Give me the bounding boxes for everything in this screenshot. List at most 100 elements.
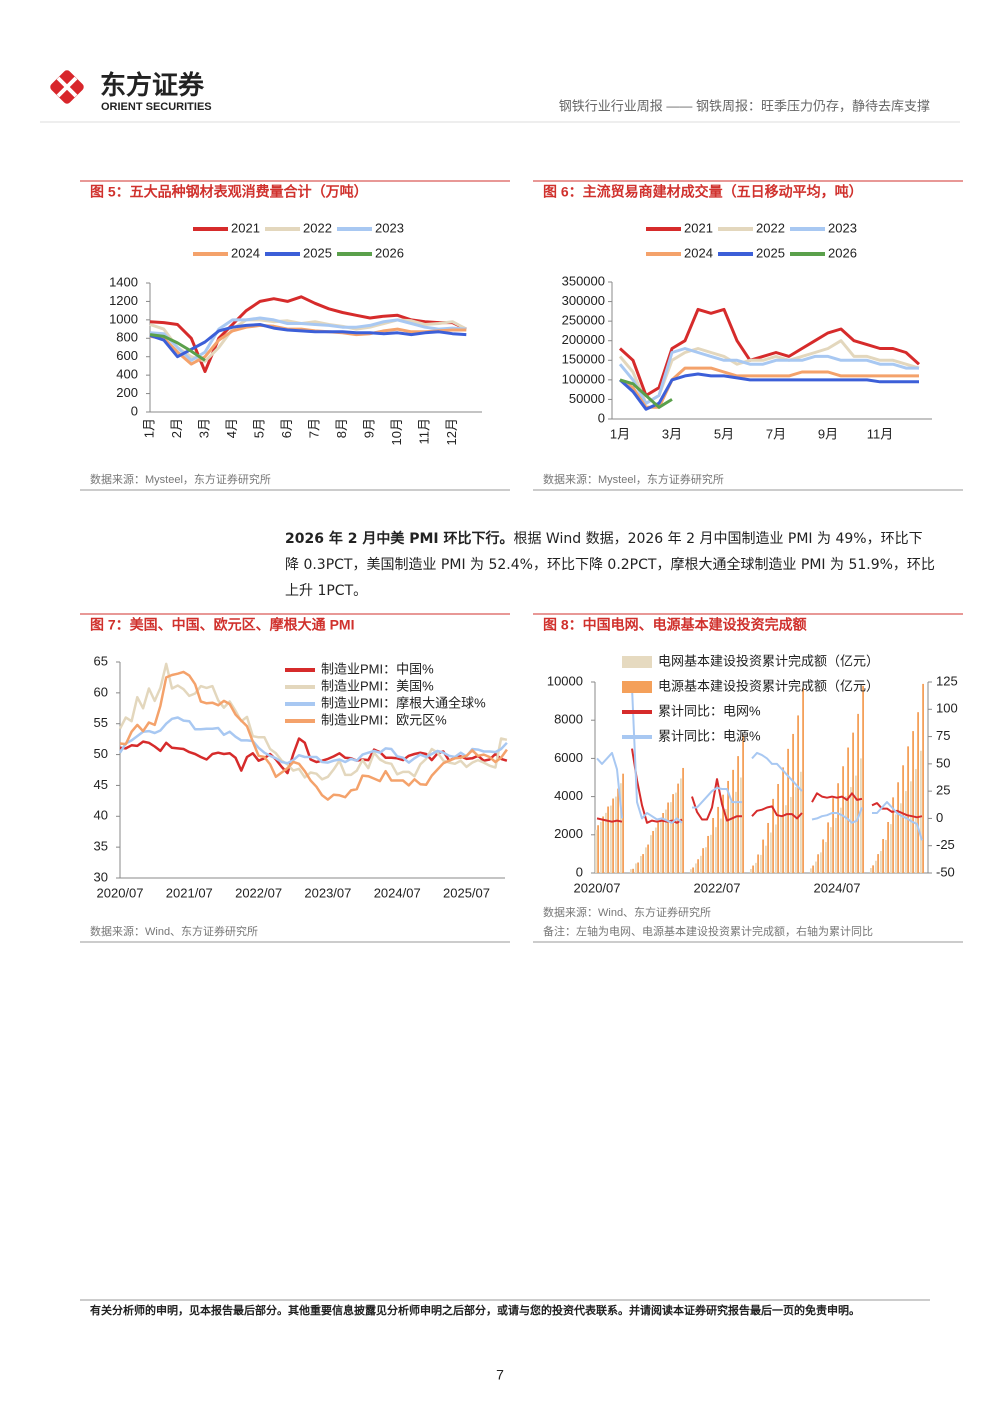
- y-tick-label: 50000: [569, 391, 605, 406]
- bar: [817, 854, 819, 873]
- chart-title: 图 7：美国、中国、欧元区、摩根大通 PMI: [90, 617, 354, 633]
- bar: [617, 788, 619, 873]
- y-tick-label: 65: [94, 653, 108, 668]
- legend-label: 2024: [684, 245, 713, 260]
- x-tick-label: 3月: [662, 426, 682, 441]
- bar: [595, 829, 597, 873]
- series-line: [619, 378, 673, 409]
- x-tick-label: 2023/07: [304, 885, 351, 900]
- bar: [907, 746, 909, 873]
- bar: [630, 869, 632, 873]
- bar: [875, 860, 877, 873]
- bar: [645, 847, 647, 873]
- bar: [705, 847, 707, 873]
- series-line: [618, 339, 920, 405]
- chart-title: 图 6：主流贸易商建材成交量（五日移动平均，吨）: [543, 184, 863, 200]
- legend-label: 2022: [303, 220, 332, 235]
- bar: [762, 839, 764, 873]
- bar: [715, 827, 717, 873]
- y-tick-label: 0: [598, 410, 605, 425]
- bar: [860, 758, 862, 873]
- bar: [612, 798, 614, 873]
- bar: [692, 867, 694, 873]
- bar: [695, 863, 697, 873]
- bar: [917, 712, 919, 873]
- legend-label: 2022: [756, 220, 785, 235]
- bar: [872, 865, 874, 873]
- bar: [737, 756, 739, 873]
- x-tick-label: 11月: [867, 426, 894, 441]
- bar: [810, 868, 812, 873]
- footer-disclaimer: 有关分析师的申明，见本报告最后部分。其他重要信息披露见分析师申明之后部分，或请与…: [90, 1303, 860, 1317]
- x-tick-label: 2024/07: [814, 880, 861, 895]
- x-tick-label: 2024/07: [374, 885, 421, 900]
- chart-title: 图 8：中国电网、电源基本建设投资完成额: [543, 617, 807, 633]
- legend-label: 2023: [375, 220, 404, 235]
- y-tick-label: 1000: [109, 311, 138, 326]
- x-tick-label: 5月: [714, 426, 734, 441]
- legend-label: 2026: [375, 245, 404, 260]
- series-line: [596, 687, 923, 841]
- y-tick-label: 35: [94, 839, 108, 854]
- legend-label: 制造业PMI：摩根大通全球%: [321, 695, 486, 710]
- x-tick-label: 9月: [361, 418, 376, 438]
- bar: [777, 783, 779, 873]
- chart: 图 8：中国电网、电源基本建设投资完成额数据来源：Wind、东方证券研究所备注：…: [533, 613, 963, 943]
- bar: [622, 773, 624, 873]
- y-tick-label: 8000: [554, 712, 583, 727]
- bar: [690, 869, 692, 873]
- series-line: [149, 323, 467, 359]
- legend-label: 2021: [231, 220, 260, 235]
- y2-tick-label: 75: [936, 728, 950, 743]
- x-tick-label: 1月: [141, 418, 156, 438]
- bar: [647, 844, 649, 873]
- x-tick-label: 2025/07: [443, 885, 490, 900]
- bar: [815, 861, 817, 873]
- legend-swatch: [622, 681, 652, 693]
- bar: [735, 791, 737, 873]
- bar: [915, 769, 917, 873]
- bar: [882, 839, 884, 873]
- bar: [842, 766, 844, 873]
- bar: [600, 821, 602, 873]
- x-tick-label: 5月: [251, 418, 266, 438]
- series-line: [618, 347, 919, 405]
- y-tick-label: 50: [94, 746, 108, 761]
- x-tick-label: 9月: [818, 426, 838, 441]
- bar: [700, 855, 702, 873]
- bar: [702, 848, 704, 873]
- y-tick-label: 45: [94, 777, 108, 792]
- bar: [720, 818, 722, 873]
- bar: [665, 809, 667, 873]
- bar: [787, 748, 789, 873]
- x-tick-label: 4月: [224, 418, 239, 438]
- bar: [822, 839, 824, 873]
- x-tick-label: 11月: [416, 418, 431, 445]
- bar: [730, 801, 732, 873]
- bar: [732, 769, 734, 873]
- y-tick-label: 0: [131, 403, 138, 418]
- bar: [727, 780, 729, 873]
- y-tick-label: 100000: [562, 371, 605, 386]
- bar: [895, 814, 897, 873]
- bar: [890, 824, 892, 873]
- bar: [660, 819, 662, 873]
- x-tick-label: 7月: [766, 426, 786, 441]
- bar: [607, 806, 609, 873]
- bar: [885, 839, 887, 873]
- series-line: [596, 748, 923, 824]
- logo-text: 东方证券: [100, 70, 205, 100]
- bar: [602, 816, 604, 873]
- y-tick-label: 10000: [547, 673, 583, 688]
- paragraph-body: 根据 Wind 数据，2026 年 2 月中国制造业 PMI 为 49%，环比下…: [285, 531, 935, 599]
- bar: [782, 767, 784, 873]
- y-tick-label: 40: [94, 808, 108, 823]
- bar: [880, 851, 882, 873]
- x-tick-label: 2022/07: [235, 885, 282, 900]
- bar: [812, 865, 814, 873]
- y-tick-label: 400: [116, 367, 138, 382]
- bar: [767, 822, 769, 873]
- y-tick-label: 60: [94, 684, 108, 699]
- bar: [910, 781, 912, 873]
- bar: [655, 827, 657, 873]
